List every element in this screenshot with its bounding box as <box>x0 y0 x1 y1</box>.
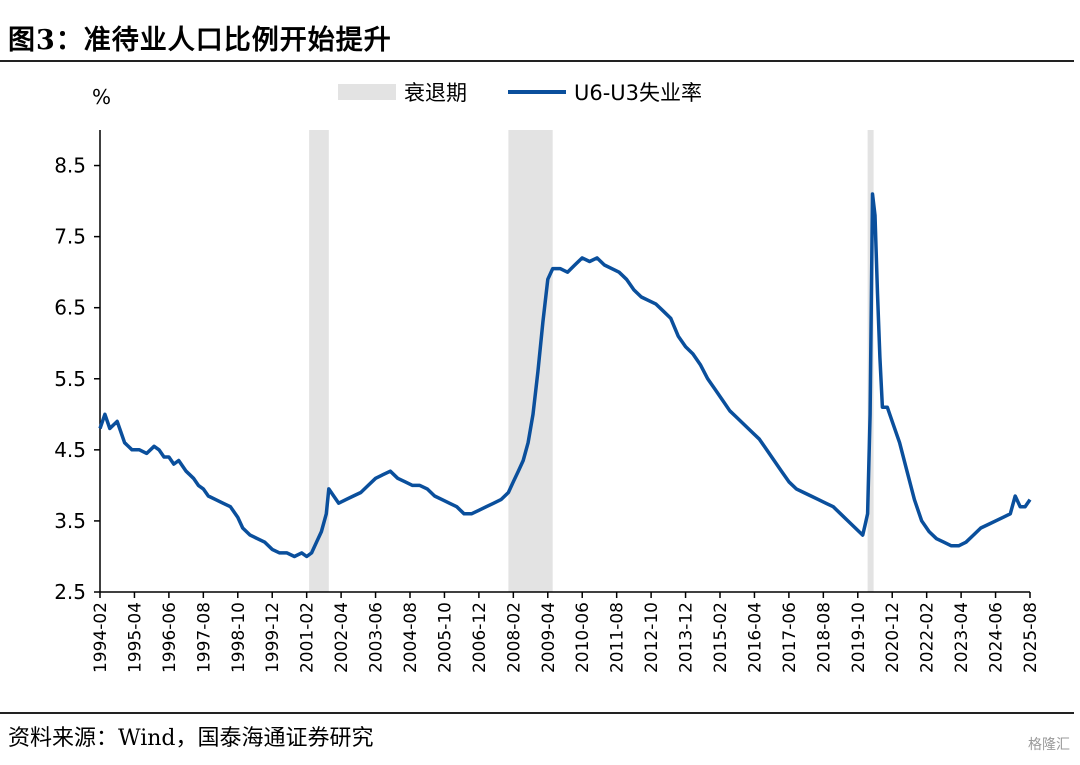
x-tick-label: 2020-12 <box>883 602 903 673</box>
x-tick-label: 2010-06 <box>573 602 593 673</box>
x-tick-label: 2005-10 <box>435 602 455 673</box>
x-tick-label: 2025-08 <box>1021 602 1041 673</box>
recession-band-1 <box>309 130 329 592</box>
x-tick-label: 1996-06 <box>160 602 180 673</box>
y-tick-label: 3.5 <box>54 509 86 533</box>
x-tick-label: 2017-06 <box>780 602 800 673</box>
y-ticks: 2.5 3.5 4.5 5.5 6.5 7.5 8.5 <box>54 154 100 604</box>
x-tick-label: 1999-12 <box>263 602 283 673</box>
x-tick-label: 2013-12 <box>677 602 697 673</box>
recession-band-2 <box>508 130 553 592</box>
x-tick-label: 2012-10 <box>642 602 662 673</box>
x-tick-label: 2018-08 <box>814 602 834 673</box>
watermark-logo: 格隆汇 <box>1028 737 1070 753</box>
y-tick-label: 6.5 <box>54 296 86 320</box>
x-tick-label: 2008-02 <box>504 602 524 673</box>
x-tick-label: 2001-02 <box>298 602 318 673</box>
top-rule <box>0 60 1074 62</box>
series-line-u6-u3 <box>98 192 1032 559</box>
x-tick-label: 2015-02 <box>711 602 731 673</box>
x-tick-label: 2022-02 <box>918 602 938 673</box>
x-tick-label: 2011-08 <box>608 602 628 673</box>
x-ticks: 1994-02 1995-04 1996-06 1997-08 1998-10 1999-… <box>91 592 1041 673</box>
x-tick-label: 1994-02 <box>91 602 111 673</box>
x-tick-label: 2006-12 <box>470 602 490 673</box>
recession-bands <box>309 130 874 592</box>
legend: 衰退期 U6-U3失业率 <box>338 81 702 105</box>
x-tick-label: 2004-08 <box>401 602 421 673</box>
legend-swatch-recession <box>338 84 396 100</box>
y-tick-label: 7.5 <box>54 225 86 249</box>
x-tick-label: 2009-04 <box>539 602 559 673</box>
line-chart: 2.5 3.5 4.5 5.5 6.5 7.5 8.5 1994-02 1995-04 1996… <box>54 81 1041 673</box>
x-tick-label: 2002-04 <box>332 602 352 673</box>
x-tick-label: 1995-04 <box>125 602 145 673</box>
y-tick-label: 8.5 <box>54 154 86 178</box>
legend-label-recession: 衰退期 <box>404 81 467 105</box>
chart-title: 图3：准待业人口比例开始提升 <box>8 25 392 56</box>
x-tick-label: 1998-10 <box>229 602 249 673</box>
x-tick-label: 2016-04 <box>745 602 765 673</box>
axes <box>99 130 1030 593</box>
bottom-rule <box>0 712 1074 714</box>
x-tick-label: 2024-06 <box>987 602 1007 673</box>
y-axis-unit: % <box>92 85 111 109</box>
legend-label-series: U6-U3失业率 <box>574 81 702 105</box>
y-tick-label: 5.5 <box>54 367 86 391</box>
x-tick-label: 2023-04 <box>952 602 972 673</box>
source-note: 资料来源：Wind，国泰海通证券研究 <box>8 726 374 751</box>
y-tick-label: 4.5 <box>54 438 86 462</box>
x-tick-label: 2019-10 <box>849 602 869 673</box>
y-tick-label: 2.5 <box>54 580 86 604</box>
x-tick-label: 2003-06 <box>367 602 387 673</box>
x-tick-label: 1997-08 <box>194 602 214 673</box>
